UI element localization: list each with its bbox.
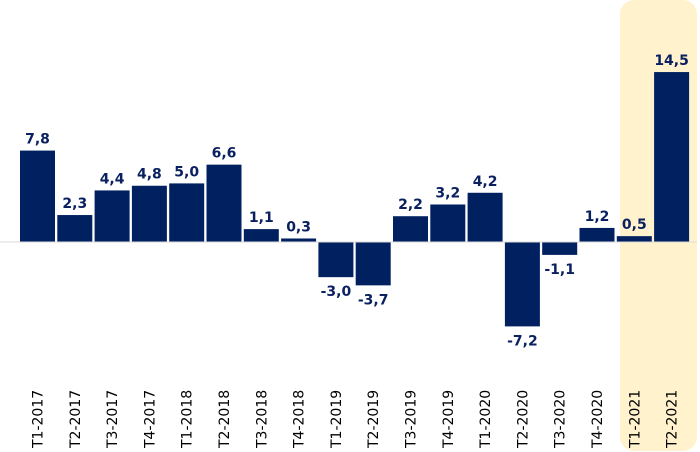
data-label: 14,5	[654, 53, 689, 69]
x-tick-label: T3-2017	[105, 390, 121, 449]
data-label: 4,4	[100, 171, 125, 187]
data-label: 0,5	[622, 217, 647, 233]
bar-T3-2019	[393, 216, 428, 242]
x-tick-label: T4-2017	[142, 390, 158, 449]
data-label: 2,2	[398, 197, 423, 213]
x-tick-label: T3-2019	[404, 390, 420, 449]
data-label: 5,0	[174, 164, 199, 180]
x-tick-label: T4-2020	[590, 390, 606, 449]
x-tick-label: T2-2021	[665, 390, 681, 449]
bar-T1-2019	[318, 242, 354, 278]
x-tick-label: T1-2019	[329, 390, 345, 449]
bar-T2-2019	[355, 242, 391, 286]
x-tick-label: T1-2018	[180, 390, 196, 449]
x-tick-label: T3-2018	[254, 390, 270, 449]
data-label: 3,2	[435, 185, 460, 201]
data-label: -3,0	[321, 284, 352, 300]
x-tick-label: T1-2021	[627, 390, 643, 449]
data-label: -1,1	[544, 262, 575, 278]
bar-T4-2018	[281, 238, 317, 242]
x-tick-label: T4-2018	[292, 390, 308, 449]
bar-T3-2020	[542, 242, 578, 255]
bar-T4-2020	[579, 227, 615, 242]
data-label: 1,2	[585, 209, 610, 225]
data-label: 0,3	[286, 219, 311, 235]
data-label: 7,8	[25, 132, 50, 148]
bar-T2-2018	[206, 164, 242, 242]
bar-T1-2020	[467, 192, 503, 242]
bar-T2-2020	[504, 242, 540, 327]
bar-T1-2017	[20, 150, 55, 242]
bar-T3-2018	[243, 229, 279, 242]
bar-T1-2018	[169, 183, 205, 242]
x-tick-label: T2-2017	[68, 390, 84, 449]
data-label: 6,6	[212, 146, 237, 162]
data-label: -3,7	[358, 292, 389, 308]
x-tick-label: T2-2020	[515, 390, 531, 449]
x-tick-label: T4-2019	[441, 390, 457, 449]
bar-T3-2017	[94, 190, 130, 242]
bar-T1-2021	[616, 236, 652, 242]
data-label: 4,2	[473, 174, 498, 190]
data-label: 4,8	[137, 167, 162, 183]
data-label: 2,3	[62, 196, 87, 212]
bar-T2-2021	[654, 72, 690, 242]
x-tick-label: T2-2018	[217, 390, 233, 449]
x-tick-label: T3-2020	[553, 390, 569, 449]
bar-T2-2017	[57, 215, 93, 242]
bar-T4-2017	[131, 185, 167, 242]
x-tick-label: T1-2017	[31, 390, 47, 449]
x-tick-label: T1-2020	[478, 390, 494, 449]
x-tick-label: T2-2019	[366, 390, 382, 449]
bar-T4-2019	[430, 204, 466, 242]
data-label: 1,1	[249, 210, 274, 226]
data-label: -7,2	[507, 333, 538, 349]
